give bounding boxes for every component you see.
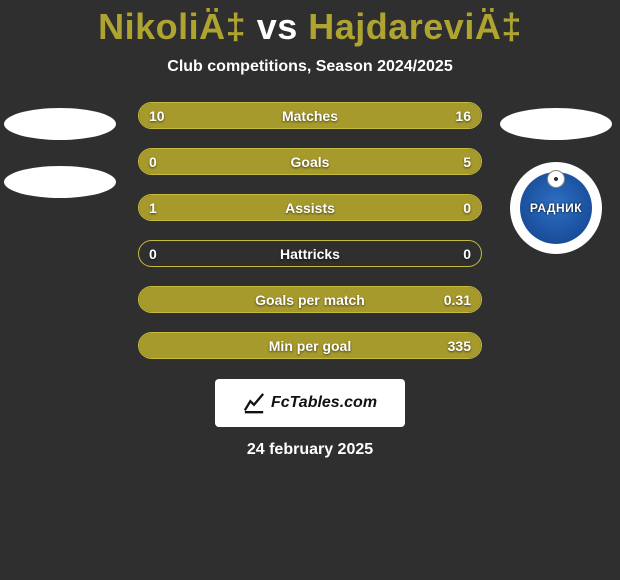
player1-avatar-placeholder bbox=[4, 108, 116, 140]
stat-label: Matches bbox=[282, 108, 338, 124]
subtitle: Club competitions, Season 2024/2025 bbox=[0, 58, 620, 76]
stat-row: 0 5 Goals bbox=[138, 148, 482, 175]
stat-value-right: 0.31 bbox=[444, 292, 471, 308]
content-area: РАДНИК 1016Matches05Goals10Assists00Hatt… bbox=[0, 102, 620, 459]
stat-row: 1 0 Assists bbox=[138, 194, 482, 221]
player2-avatar-placeholder bbox=[500, 108, 612, 140]
stat-row: 10 16 Matches bbox=[138, 102, 482, 129]
club-badge-text: РАДНИК bbox=[530, 201, 582, 215]
stat-row: 335 Min per goal bbox=[138, 332, 482, 359]
comparison-card: NikoliÄ‡ vs HajdareviÄ‡ Club competition… bbox=[0, 0, 620, 580]
brand-text: FcTables.com bbox=[271, 394, 377, 412]
stat-value-right: 16 bbox=[455, 108, 471, 124]
stat-value-left: 10 bbox=[149, 108, 165, 124]
right-avatar-column: РАДНИК bbox=[500, 108, 612, 254]
stat-rows: 1016Matches05Goals10Assists00Hattricks0.… bbox=[138, 102, 482, 359]
stat-row: 0 0 Hattricks bbox=[138, 240, 482, 267]
stat-label: Hattricks bbox=[280, 246, 340, 262]
stat-label: Assists bbox=[285, 200, 335, 216]
club-badge-inner: РАДНИК bbox=[520, 172, 592, 244]
stat-value-left: 1 bbox=[149, 200, 157, 216]
title-vs: vs bbox=[246, 6, 308, 47]
left-avatar-column bbox=[4, 108, 116, 198]
stat-label: Min per goal bbox=[269, 338, 351, 354]
stat-row: 0.31 Goals per match bbox=[138, 286, 482, 313]
brand-badge: FcTables.com bbox=[215, 379, 405, 427]
stat-value-left: 0 bbox=[149, 246, 157, 262]
player2-name: HajdareviÄ‡ bbox=[308, 6, 522, 47]
stat-value-left: 0 bbox=[149, 154, 157, 170]
stat-value-right: 0 bbox=[463, 200, 471, 216]
chart-icon bbox=[243, 392, 265, 414]
stat-value-right: 335 bbox=[448, 338, 471, 354]
date-text: 24 february 2025 bbox=[0, 441, 620, 459]
player1-name: NikoliÄ‡ bbox=[98, 6, 246, 47]
stat-label: Goals bbox=[291, 154, 330, 170]
page-title: NikoliÄ‡ vs HajdareviÄ‡ bbox=[0, 0, 620, 48]
player1-club-placeholder bbox=[4, 166, 116, 198]
stat-label: Goals per match bbox=[255, 292, 365, 308]
player2-club-badge: РАДНИК bbox=[510, 162, 602, 254]
stat-value-right: 5 bbox=[463, 154, 471, 170]
stat-value-right: 0 bbox=[463, 246, 471, 262]
soccer-ball-icon bbox=[547, 170, 565, 188]
